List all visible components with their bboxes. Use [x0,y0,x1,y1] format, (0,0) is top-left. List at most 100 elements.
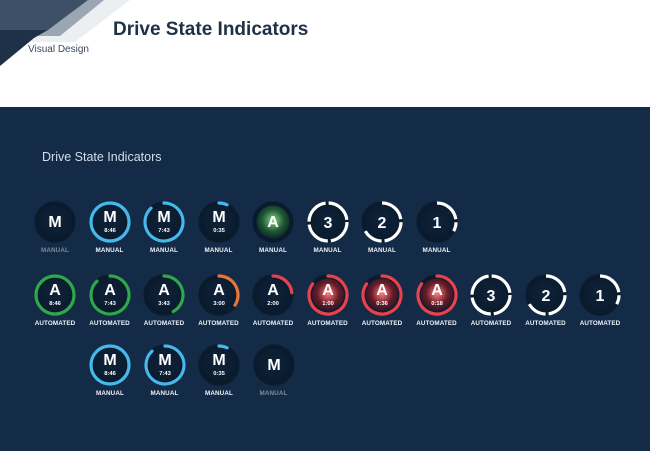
svg-text:A: A [213,282,225,299]
drive-state-indicator-r1-c3: M 7:43 MANUAL [136,200,192,254]
mode-label: AUTOMATED [307,320,348,327]
drive-state-indicator-r2-c4: A 3:00 AUTOMATED [191,273,247,327]
svg-text:2: 2 [541,288,550,305]
mode-ring-icon: A 2:00 [252,274,294,316]
drive-state-indicator-r2-c2: A 7:43 AUTOMATED [82,273,138,327]
drive-state-indicator-r2-c8: A 0:18 AUTOMATED [409,273,465,327]
svg-text:M: M [212,352,225,369]
svg-text:M: M [157,209,170,226]
svg-text:3: 3 [487,288,496,305]
mode-label: AUTOMATED [143,320,185,327]
mode-label: MANUAL [313,247,342,254]
countdown-indicator-r1-c8: 1 MANUAL [409,200,465,254]
svg-text:0:35: 0:35 [213,228,225,234]
svg-text:1: 1 [432,215,441,232]
mode-label: MANUAL [205,390,233,397]
countdown-ring-icon: 2 [524,274,567,316]
svg-text:A: A [431,282,443,299]
panel-title: Drive State Indicators [42,150,162,164]
countdown-ring-icon: 3 [306,201,349,243]
drive-state-indicator-r2-c6: A 1:00 AUTOMATED [300,273,356,327]
svg-text:8:46: 8:46 [104,371,116,377]
mode-label: MANUAL [96,390,124,397]
svg-text:0:36: 0:36 [376,301,388,307]
mode-label: MANUAL [150,247,178,254]
svg-text:3:43: 3:43 [158,301,170,307]
header-title: Drive State Indicators [113,19,309,40]
mode-ring-icon: A 3:43 [143,274,185,316]
mode-label: MANUAL [368,247,396,254]
svg-text:M: M [103,352,116,369]
mode-ring-icon: A [252,201,294,243]
mode-label: AUTOMATED [579,320,621,327]
countdown-indicator-r1-c6: 3 MANUAL [300,200,356,254]
page-header: Visual Design Drive State Indicators [0,0,650,107]
header-subtitle: Visual Design [28,44,89,55]
svg-text:A: A [49,282,61,299]
mode-ring-icon: M 0:35 [198,344,240,386]
mode-label: AUTOMATED [198,320,239,327]
countdown-indicator-r1-c7: 2 MANUAL [354,200,410,254]
svg-text:A: A [376,282,388,299]
drive-state-indicator-r1-c1: M MANUAL [27,200,83,254]
mode-label: MANUAL [204,247,233,254]
svg-text:M: M [158,352,171,369]
mode-ring-icon: M 7:43 [143,201,185,243]
corner-stripes-graphic [0,0,130,66]
svg-text:A: A [267,282,279,299]
mode-ring-icon: A 3:00 [197,274,240,316]
drive-state-indicator-r3-c1: M 8:46 MANUAL [82,343,138,397]
mode-label: AUTOMATED [361,320,403,327]
mode-ring-icon: M [252,344,295,386]
mode-ring-icon: M 8:46 [89,344,131,386]
svg-text:2: 2 [378,215,387,232]
drive-state-indicator-r2-c7: A 0:36 AUTOMATED [354,273,410,327]
drive-state-indicator-r2-c3: A 3:43 AUTOMATED [136,273,192,327]
mode-label: AUTOMATED [416,320,457,327]
countdown-indicator-r2-c11: 1 AUTOMATED [572,273,628,327]
mode-label: MANUAL [41,247,69,254]
drive-state-indicator-r3-c2: M 7:43 MANUAL [137,343,193,397]
drive-state-indicator-r3-c3: M 0:35 MANUAL [191,343,247,397]
mode-ring-icon: M [34,201,76,243]
svg-text:A: A [104,282,116,299]
mode-label: AUTOMATED [525,320,566,327]
svg-text:7:43: 7:43 [158,228,170,234]
mode-ring-icon: M 0:35 [197,201,240,243]
mode-label: AUTOMATED [252,320,294,327]
drive-state-indicator-r1-c4: M 0:35 MANUAL [191,200,247,254]
svg-text:1:00: 1:00 [322,301,334,307]
svg-text:M: M [212,209,225,226]
svg-text:M: M [267,357,280,374]
mode-label: MANUAL [259,390,288,397]
svg-text:8:46: 8:46 [104,228,116,234]
mode-ring-icon: A 0:36 [361,274,403,316]
mode-label: AUTOMATED [34,320,76,327]
mode-ring-icon: M 8:46 [88,201,131,243]
mode-ring-icon: A 7:43 [88,274,131,316]
countdown-ring-icon: 1 [579,274,621,316]
mode-label: MANUAL [150,390,179,397]
svg-text:2:00: 2:00 [267,301,279,307]
mode-label: AUTOMATED [470,320,512,327]
countdown-ring-icon: 3 [470,274,512,316]
svg-text:A: A [158,282,170,299]
mode-ring-icon: M 7:43 [143,344,186,386]
svg-text:7:43: 7:43 [159,371,171,377]
mode-ring-icon: A 1:00 [306,274,349,316]
mode-label: MANUAL [95,247,124,254]
drive-state-indicator-r1-c5: A MANUAL [245,200,301,254]
mode-ring-icon: A 8:46 [34,274,76,316]
svg-text:M: M [103,209,116,226]
drive-state-indicator-r3-c4: M MANUAL [246,343,302,397]
indicator-panel: Drive State Indicators M MANUAL M 8:46 MANUA… [0,107,650,451]
drive-state-indicator-r2-c1: A 8:46 AUTOMATED [27,273,83,327]
countdown-indicator-r2-c10: 2 AUTOMATED [518,273,574,327]
svg-text:1: 1 [596,288,605,305]
svg-text:3:00: 3:00 [213,301,225,307]
mode-ring-icon: A 0:18 [415,274,458,316]
svg-text:0:35: 0:35 [213,371,225,377]
countdown-ring-icon: 1 [415,201,458,243]
mode-label: MANUAL [259,247,287,254]
drive-state-indicator-r2-c5: A 2:00 AUTOMATED [245,273,301,327]
